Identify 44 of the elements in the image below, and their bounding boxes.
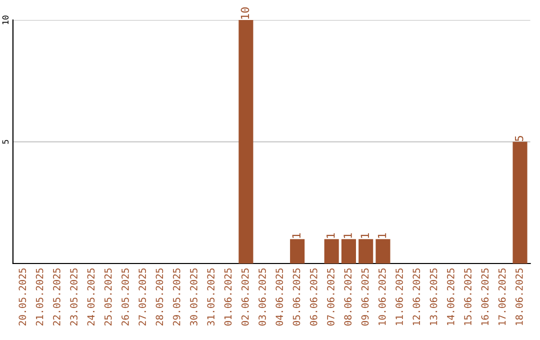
data-label: 10: [240, 7, 250, 19]
x-tick-label: 16.06.2025: [481, 268, 489, 326]
x-tick-label: 31.05.2025: [207, 268, 215, 326]
x-tick-label: 17.06.2025: [498, 268, 506, 326]
bar: [358, 239, 374, 264]
x-tick-label: 04.06.2025: [276, 268, 284, 326]
x-tick-label: 21.05.2025: [36, 268, 44, 326]
x-tick-label: 27.05.2025: [138, 268, 146, 326]
x-tick-label: 26.05.2025: [122, 268, 129, 326]
x-tick-label: 12.06.2025: [412, 268, 420, 326]
x-tick-label: 28.05.2025: [156, 268, 164, 326]
x-tick-label: 24.05.2025: [87, 268, 95, 326]
x-tick-label: 06.06.2025: [310, 268, 318, 326]
x-tick-label: 03.06.2025: [258, 268, 266, 326]
data-label: 1: [292, 233, 300, 238]
bar: [376, 239, 390, 264]
data-label: 1: [344, 233, 352, 238]
x-tick-label: 01.06.2025: [224, 268, 232, 326]
x-tick-label: 25.05.2025: [104, 268, 112, 326]
x-tick-label: 30.05.2025: [190, 268, 198, 326]
x-tick-label: 07.06.2025: [327, 268, 334, 326]
x-tick-label: 02.06.2025: [241, 268, 249, 326]
x-tick-label: 22.05.2025: [52, 268, 60, 326]
data-label: 1: [378, 233, 386, 238]
x-tick-label: 11.06.2025: [396, 268, 403, 326]
x-tick-label: 14.06.2025: [446, 268, 454, 326]
data-label: 5: [514, 136, 524, 142]
bar: [512, 142, 528, 264]
bar: [324, 239, 339, 264]
x-tick-label: 15.06.2025: [464, 268, 472, 326]
x-tick-label: 10.06.2025: [378, 268, 386, 326]
bar: [290, 239, 305, 264]
bar: [341, 239, 356, 264]
x-tick-label: 23.05.2025: [70, 268, 78, 326]
bar: [238, 20, 254, 264]
x-tick-label: 05.06.2025: [292, 268, 300, 326]
data-label: 1: [360, 233, 369, 238]
x-tick-label: 20.05.2025: [18, 268, 26, 326]
x-tick-label: 18.06.2025: [515, 268, 523, 326]
x-tick-label: 29.05.2025: [172, 268, 180, 326]
x-tick-label: 09.06.2025: [361, 268, 369, 326]
x-tick-label: 13.06.2025: [430, 268, 438, 326]
data-label: 1: [326, 233, 335, 238]
x-tick-label: 08.06.2025: [344, 268, 352, 326]
